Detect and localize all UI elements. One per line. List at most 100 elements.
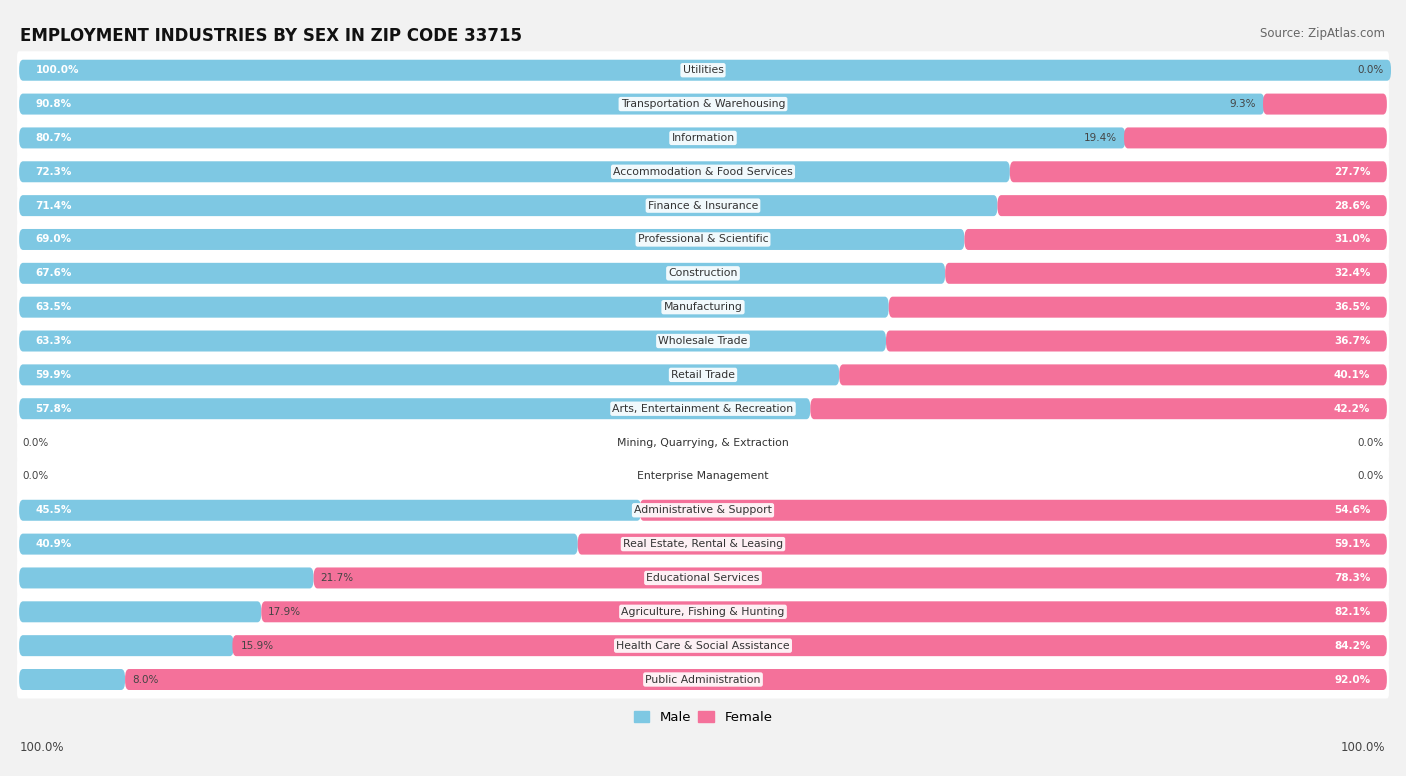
FancyBboxPatch shape [17,153,1389,191]
Text: 67.6%: 67.6% [35,268,72,279]
Text: Utilities: Utilities [682,65,724,75]
Text: 45.5%: 45.5% [35,505,72,515]
FancyBboxPatch shape [1123,127,1386,148]
Text: Professional & Scientific: Professional & Scientific [638,234,768,244]
FancyBboxPatch shape [20,567,314,588]
Text: 32.4%: 32.4% [1334,268,1371,279]
FancyBboxPatch shape [17,322,1389,360]
FancyBboxPatch shape [17,627,1389,664]
Text: 59.1%: 59.1% [1334,539,1371,549]
FancyBboxPatch shape [17,356,1389,394]
FancyBboxPatch shape [20,601,262,622]
Text: 8.0%: 8.0% [132,674,159,684]
Text: 63.5%: 63.5% [35,302,72,312]
FancyBboxPatch shape [20,296,889,317]
Text: 0.0%: 0.0% [22,438,48,448]
FancyBboxPatch shape [17,51,1389,89]
Text: 92.0%: 92.0% [1334,674,1371,684]
Text: 40.9%: 40.9% [35,539,72,549]
FancyBboxPatch shape [810,398,1386,419]
Text: 0.0%: 0.0% [1358,471,1384,481]
FancyBboxPatch shape [17,660,1389,698]
Text: Public Administration: Public Administration [645,674,761,684]
Text: 69.0%: 69.0% [35,234,72,244]
Text: 0.0%: 0.0% [22,471,48,481]
Text: Manufacturing: Manufacturing [664,302,742,312]
FancyBboxPatch shape [125,669,1386,690]
FancyBboxPatch shape [839,365,1386,386]
Text: Agriculture, Fishing & Hunting: Agriculture, Fishing & Hunting [621,607,785,617]
FancyBboxPatch shape [17,255,1389,293]
Text: 72.3%: 72.3% [35,167,72,177]
FancyBboxPatch shape [20,60,1391,81]
FancyBboxPatch shape [17,424,1389,462]
FancyBboxPatch shape [886,331,1386,352]
FancyBboxPatch shape [20,398,810,419]
FancyBboxPatch shape [965,229,1386,250]
Text: 0.0%: 0.0% [1358,438,1384,448]
FancyBboxPatch shape [17,593,1389,631]
FancyBboxPatch shape [314,567,1386,588]
Text: 21.7%: 21.7% [321,573,353,583]
FancyBboxPatch shape [17,220,1389,258]
FancyBboxPatch shape [17,187,1389,224]
Text: Arts, Entertainment & Recreation: Arts, Entertainment & Recreation [613,404,793,414]
FancyBboxPatch shape [17,491,1389,529]
Text: 36.7%: 36.7% [1334,336,1371,346]
Text: 80.7%: 80.7% [35,133,72,143]
Text: Finance & Insurance: Finance & Insurance [648,201,758,210]
Text: 100.0%: 100.0% [1340,741,1385,754]
FancyBboxPatch shape [945,263,1386,284]
FancyBboxPatch shape [17,288,1389,326]
Text: Information: Information [672,133,734,143]
FancyBboxPatch shape [640,500,1386,521]
FancyBboxPatch shape [17,458,1389,495]
Text: 82.1%: 82.1% [1334,607,1371,617]
FancyBboxPatch shape [1263,94,1386,115]
FancyBboxPatch shape [17,390,1389,428]
FancyBboxPatch shape [232,636,1386,656]
Text: 71.4%: 71.4% [35,201,72,210]
FancyBboxPatch shape [17,85,1389,123]
FancyBboxPatch shape [889,296,1386,317]
Text: Health Care & Social Assistance: Health Care & Social Assistance [616,641,790,650]
Text: 100.0%: 100.0% [35,65,79,75]
Text: 90.8%: 90.8% [35,99,72,109]
FancyBboxPatch shape [578,534,1386,555]
FancyBboxPatch shape [20,365,839,386]
Text: 27.7%: 27.7% [1334,167,1371,177]
FancyBboxPatch shape [17,559,1389,597]
Text: EMPLOYMENT INDUSTRIES BY SEX IN ZIP CODE 33715: EMPLOYMENT INDUSTRIES BY SEX IN ZIP CODE… [20,27,522,45]
Text: 54.6%: 54.6% [1334,505,1371,515]
Text: Construction: Construction [668,268,738,279]
Text: Retail Trade: Retail Trade [671,370,735,380]
FancyBboxPatch shape [20,229,965,250]
FancyBboxPatch shape [262,601,1386,622]
Text: Accommodation & Food Services: Accommodation & Food Services [613,167,793,177]
Text: 100.0%: 100.0% [20,741,65,754]
FancyBboxPatch shape [20,636,233,656]
Text: Real Estate, Rental & Leasing: Real Estate, Rental & Leasing [623,539,783,549]
FancyBboxPatch shape [1010,161,1386,182]
FancyBboxPatch shape [20,161,1010,182]
FancyBboxPatch shape [20,195,997,217]
Text: 17.9%: 17.9% [269,607,301,617]
Text: 15.9%: 15.9% [240,641,274,650]
FancyBboxPatch shape [20,263,945,284]
FancyBboxPatch shape [17,119,1389,157]
Text: 63.3%: 63.3% [35,336,72,346]
FancyBboxPatch shape [17,525,1389,563]
FancyBboxPatch shape [20,669,125,690]
FancyBboxPatch shape [20,500,641,521]
FancyBboxPatch shape [20,534,578,555]
Text: 84.2%: 84.2% [1334,641,1371,650]
Text: 59.9%: 59.9% [35,370,72,380]
Text: Educational Services: Educational Services [647,573,759,583]
Text: Enterprise Management: Enterprise Management [637,471,769,481]
Text: 31.0%: 31.0% [1334,234,1371,244]
Legend: Male, Female: Male, Female [628,705,778,729]
FancyBboxPatch shape [20,94,1264,115]
FancyBboxPatch shape [20,127,1125,148]
Text: 0.0%: 0.0% [1358,65,1384,75]
Text: 57.8%: 57.8% [35,404,72,414]
